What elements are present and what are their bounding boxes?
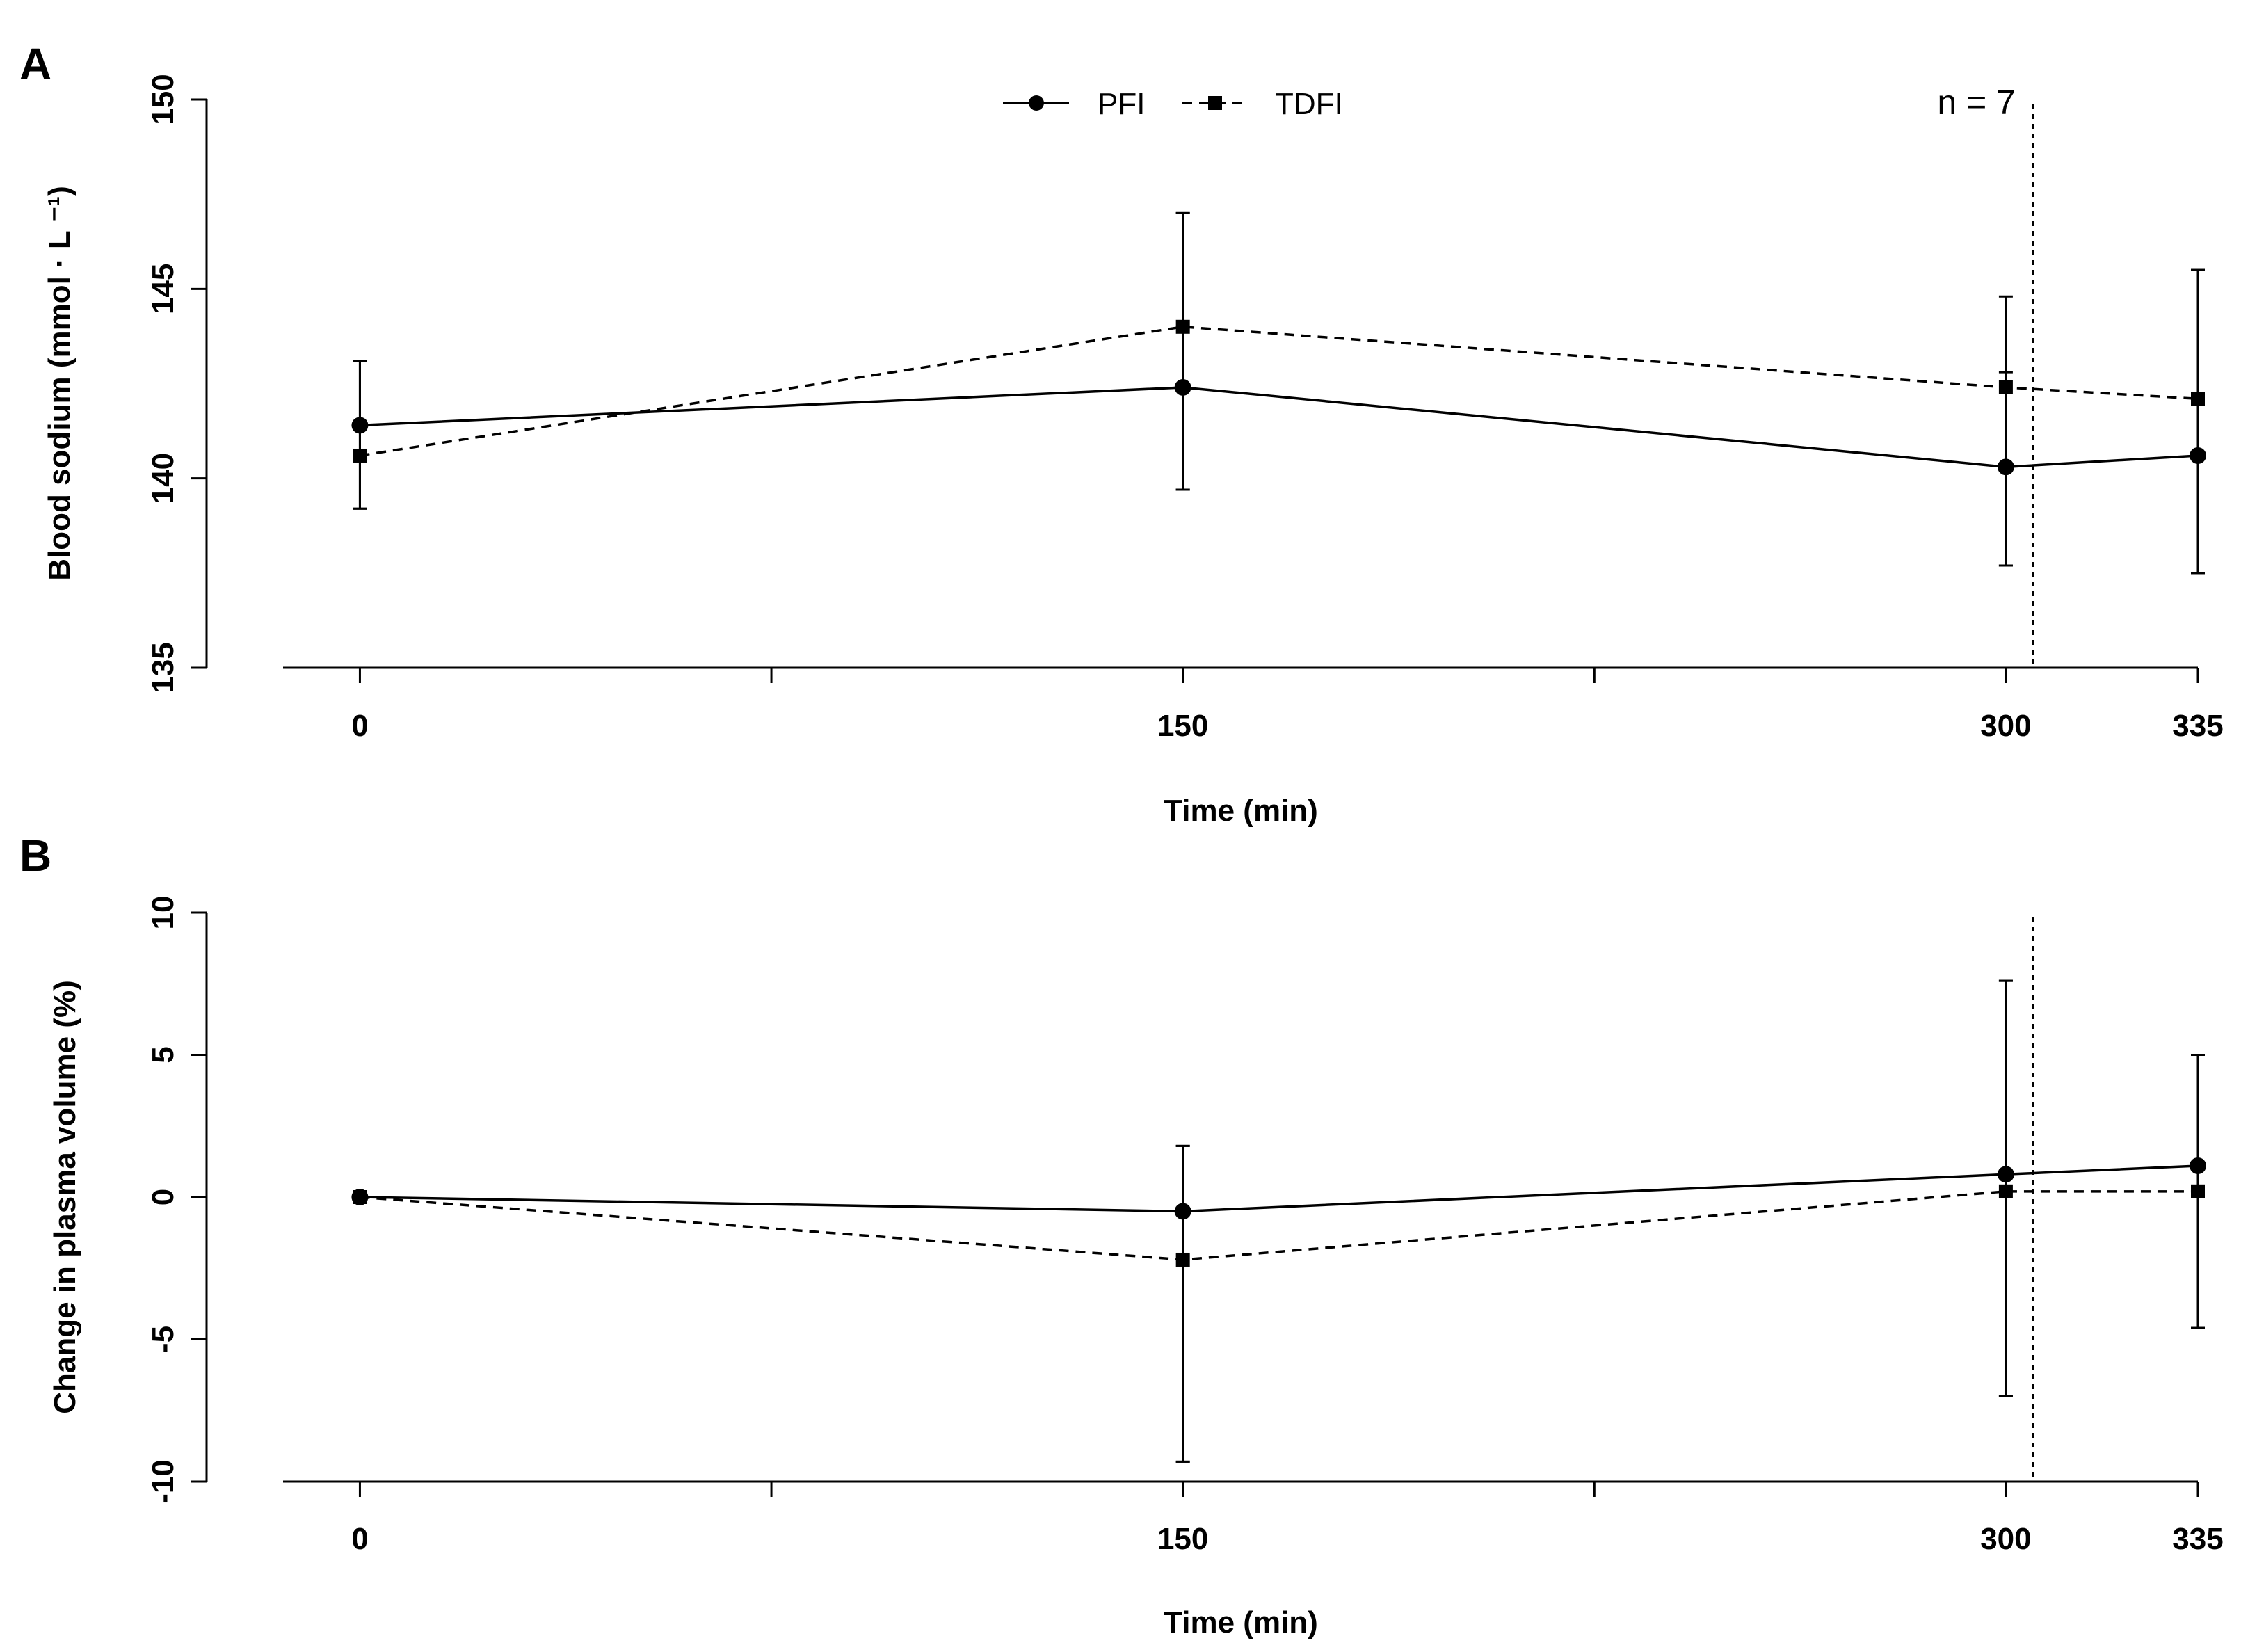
panel-a-ytick-label: 135 — [146, 642, 180, 693]
panel-b-y-title: Change in plasma volume (%) — [48, 980, 82, 1413]
panel-b-point-tdfi — [353, 1190, 367, 1204]
panel-a-point-pfi — [1174, 378, 1191, 396]
panel-b-markers — [351, 1157, 2206, 1267]
panel-b-series-lines — [360, 1164, 2199, 1261]
panel-a-x-title: Time (min) — [1164, 794, 1318, 828]
n-annotation: n = 7 — [1937, 83, 2016, 122]
legend: PFI TDFI — [1003, 87, 1343, 121]
panel-a-line-tdfi — [360, 326, 2199, 457]
panel-a-point-tdfi — [1175, 319, 1190, 334]
panel-b-point-pfi — [2190, 1157, 2206, 1175]
panel-b-ytick-label: 10 — [146, 896, 180, 930]
panel-b-ytick-label: 0 — [146, 1189, 180, 1205]
panel-b-error-bars — [1175, 979, 2205, 1463]
panel-a-series-lines — [360, 326, 2199, 469]
legend-pfi-marker — [1029, 95, 1044, 111]
panel-a-ytick-label: 150 — [146, 74, 180, 125]
panel-a-point-pfi — [1997, 458, 2014, 476]
panel-a-error-bars — [353, 211, 2205, 575]
panel-a-xtick-label: 150 — [1157, 709, 1208, 743]
panel-b: B Time (min) Change in plasma volume (%)… — [19, 831, 2224, 1639]
panel-a-point-tdfi — [353, 448, 367, 463]
panel-b-line-tdfi — [360, 1190, 2198, 1261]
panel-a-xtick-label: 300 — [1980, 709, 2031, 743]
panel-a-ytick-label: 140 — [146, 453, 180, 504]
legend-pfi-label: PFI — [1098, 87, 1145, 121]
panel-b-point-pfi — [1997, 1166, 2014, 1183]
panel-b-ytick-label: -5 — [146, 1326, 180, 1353]
panel-b-xtick-label: 300 — [1980, 1522, 2031, 1556]
panel-b-ytick-label: 5 — [146, 1046, 180, 1063]
panel-a-xtick-label: 0 — [351, 709, 368, 743]
panel-b-line-pfi — [360, 1164, 2199, 1213]
panel-a: A Time (min) Blood sodium (mmol · L ⁻¹) … — [19, 39, 2224, 828]
panel-b-point-tdfi — [1998, 1184, 2013, 1198]
panel-b-ytick-label: -10 — [146, 1459, 180, 1504]
panel-b-point-pfi — [1174, 1203, 1191, 1220]
panel-b-xtick-label: 0 — [351, 1522, 368, 1556]
legend-tdfi-label: TDFI — [1275, 87, 1343, 121]
panel-b-point-tdfi — [2191, 1184, 2205, 1198]
panel-a-point-tdfi — [1998, 380, 2013, 394]
panel-b-label: B — [19, 831, 51, 881]
panel-a-label: A — [19, 39, 51, 89]
panel-a-y-ticks: 135 140 145 150 — [146, 74, 207, 693]
panel-a-x-ticks: 0 150 300 335 — [351, 668, 2224, 743]
panel-a-xtick-label: 335 — [2172, 709, 2223, 743]
panel-a-ytick-label: 145 — [146, 264, 180, 314]
panel-a-point-pfi — [351, 417, 369, 434]
panel-b-x-ticks: 0 150 300 335 — [351, 1482, 2224, 1556]
panel-a-markers — [351, 319, 2206, 476]
legend-tdfi-marker — [1208, 96, 1222, 110]
panel-a-point-pfi — [2190, 447, 2206, 464]
panel-b-x-title: Time (min) — [1164, 1605, 1318, 1639]
panel-a-y-title: Blood sodium (mmol · L ⁻¹) — [42, 186, 77, 580]
panel-a-point-tdfi — [2191, 392, 2205, 406]
panel-a-line-pfi — [360, 386, 2199, 469]
panel-b-xtick-label: 150 — [1157, 1522, 1208, 1556]
panel-b-point-tdfi — [1175, 1252, 1190, 1267]
panel-b-y-ticks: -10 -5 0 5 10 — [146, 896, 207, 1504]
panel-b-xtick-label: 335 — [2172, 1522, 2223, 1556]
